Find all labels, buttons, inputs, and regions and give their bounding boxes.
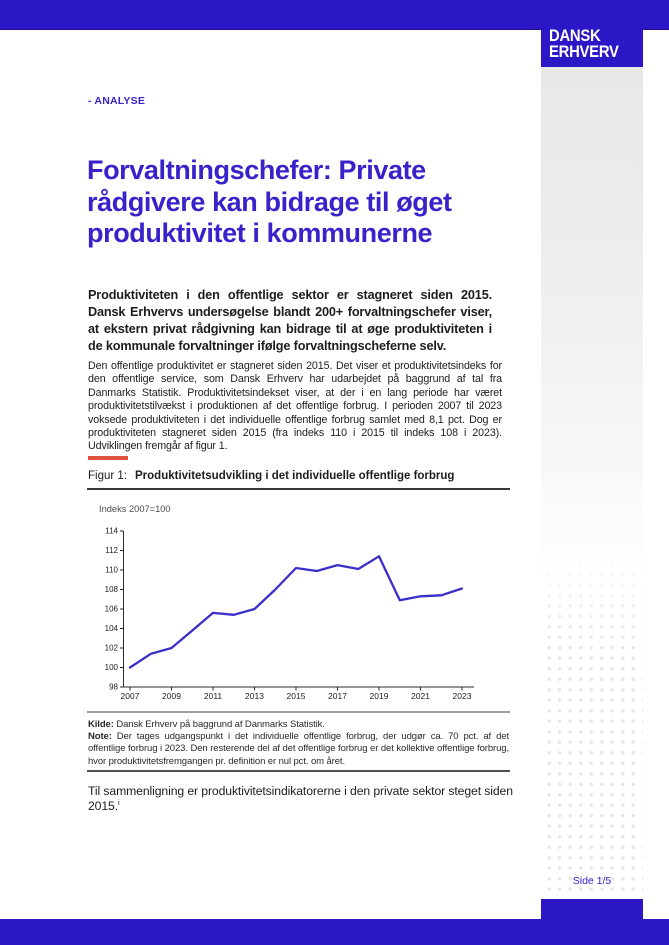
footnote-marker: i — [118, 798, 120, 807]
y-tick-label: 112 — [105, 546, 118, 555]
page-title: Forvaltningschefer: Private rådgivere kan… — [87, 155, 452, 248]
chart-bottom-rule — [87, 711, 510, 713]
x-tick-label: 2017 — [328, 691, 347, 701]
logo-line2: ERHVERV — [549, 42, 619, 61]
x-tick-label: 2013 — [245, 691, 264, 701]
y-tick-label: 104 — [105, 624, 119, 633]
figure-title: Produktivitetsudvikling i det individuel… — [135, 470, 455, 482]
x-tick-label: 2011 — [204, 691, 223, 701]
method-note-label: Note: — [88, 731, 112, 743]
y-tick-label: 106 — [105, 605, 119, 614]
x-tick-label: 2015 — [287, 691, 306, 701]
y-tick-label: 114 — [105, 527, 118, 536]
y-tick-label: 110 — [105, 566, 118, 575]
chart-unit-label: Indeks 2007=100 — [99, 504, 171, 514]
x-tick-label: 2007 — [121, 691, 140, 701]
page-number: Side 1/5 — [572, 875, 612, 887]
figure-accent-bar — [88, 456, 128, 460]
figure-label: Figur 1: — [88, 470, 127, 482]
analysis-kicker: - ANALYSE — [88, 95, 146, 107]
figure-notes: Kilde: Dansk Erhverv på baggrund af Danm… — [88, 719, 509, 768]
dot-pattern — [541, 545, 643, 897]
x-tick-label: 2009 — [162, 691, 181, 701]
source-note-label: Kilde: — [88, 719, 114, 730]
closing-paragraph: Til sammenligning er produktivitetsindik… — [88, 784, 513, 814]
chart-series-line — [128, 555, 464, 669]
y-tick-label: 102 — [105, 644, 119, 653]
footer-band — [0, 919, 669, 945]
logo-line1: DANSK — [549, 27, 601, 45]
dansk-erhverv-logo: DANSK ERHVERV — [541, 0, 643, 67]
x-tick-label: 2021 — [411, 691, 430, 701]
source-note: Kilde: Dansk Erhverv på baggrund af Danm… — [88, 719, 325, 730]
method-note: Note: Der tages udgangspunkt i det indiv… — [88, 731, 509, 767]
logo-text: DANSK ERHVERV — [549, 27, 634, 61]
y-tick-label: 100 — [105, 663, 119, 672]
figure-title-rule — [87, 488, 510, 490]
x-tick-label: 2019 — [370, 691, 389, 701]
figure-bottom-rule — [87, 770, 510, 772]
intro-paragraph: Produktiviteten i den offentlige sektor … — [88, 288, 492, 353]
figure-caption: Figur 1: Produktivitetsudvikling i det i… — [88, 470, 510, 482]
figure1-chart: 98 100 102 104 106 108 110 112 114 2007 2009 2011 20… — [105, 527, 474, 701]
body-paragraph: Den offentlige produktivitet er stagnere… — [88, 360, 502, 453]
x-tick-label: 2023 — [453, 691, 472, 701]
y-tick-label: 108 — [105, 585, 119, 594]
y-tick-label: 98 — [109, 683, 118, 692]
